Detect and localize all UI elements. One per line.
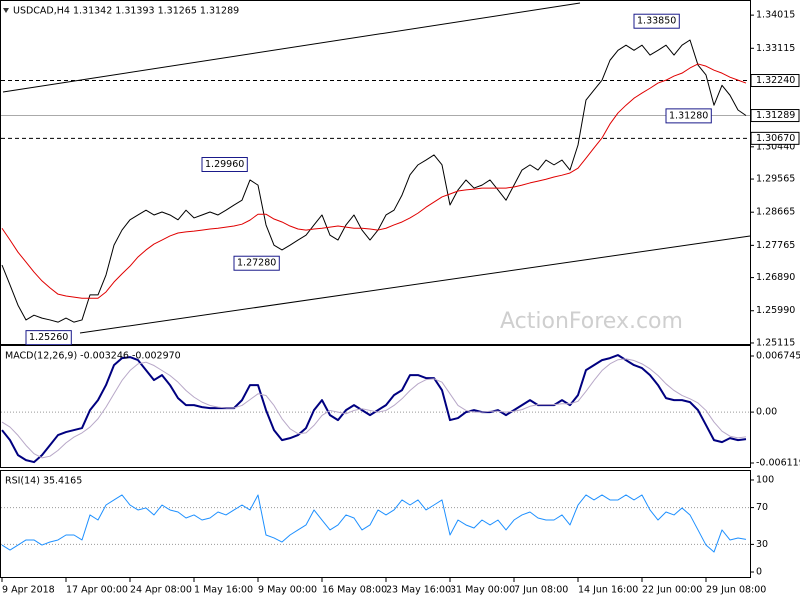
series-line [1, 354, 747, 464]
x-tick-label: 31 May 00:00 [450, 585, 515, 596]
y-tick-label: -0.006119 [756, 458, 800, 469]
panel-title: USDCAD,H4 1.31342 1.31393 1.31265 1.3128… [13, 6, 239, 17]
y-tick-label: 0 [756, 567, 762, 578]
y-tick-label: 1.27765 [756, 240, 795, 251]
series-line [1, 39, 747, 323]
series-line [1, 358, 747, 459]
level-box [750, 74, 800, 88]
y-tick-label: 0.006745 [756, 350, 800, 361]
last-price-label: 1.31289 [756, 110, 795, 121]
y-tick-label: 70 [756, 502, 768, 513]
y-tick-label: 1.29565 [756, 174, 795, 185]
y-tick-label: 1.26890 [756, 272, 795, 283]
panel-frame [0, 345, 751, 468]
annotation-label: 1.33850 [637, 16, 676, 27]
x-tick-label: 29 Jun 08:00 [706, 585, 766, 596]
y-tick-label: 1.34015 [756, 10, 795, 21]
series-line [1, 494, 747, 553]
x-tick-label: 9 Apr 2018 [2, 585, 55, 596]
level-box [750, 131, 800, 145]
panel-frame [0, 470, 751, 578]
annotation-box [201, 157, 248, 173]
x-tick-label: 22 Jun 00:00 [642, 585, 702, 596]
x-tick-label: 14 Jun 16:00 [578, 585, 638, 596]
trendline [79, 235, 751, 334]
x-tick-label: 1 May 16:00 [194, 585, 253, 596]
y-tick-label: 1.30440 [756, 141, 795, 152]
panel-frame [0, 0, 751, 345]
y-tick-label: 1.28665 [756, 207, 795, 218]
y-tick-label: 1.25990 [756, 305, 795, 316]
x-tick-label: 23 May 16:00 [386, 585, 451, 596]
x-tick-label: 16 May 08:00 [322, 585, 387, 596]
y-tick-label: 1.25115 [756, 337, 795, 348]
y-tick-label: 1.33115 [756, 43, 795, 54]
annotation-box [665, 108, 712, 124]
y-tick-label: 0.00 [756, 407, 777, 418]
x-tick-label: 17 Apr 00:00 [66, 585, 128, 596]
annotation-box [233, 255, 280, 271]
annotation-label: 1.25260 [29, 332, 68, 343]
series-line [1, 63, 747, 299]
level-label: 1.30670 [756, 133, 795, 144]
symbol-icon [3, 8, 9, 13]
annotation-box [25, 330, 72, 346]
annotation-box [633, 13, 680, 29]
trendline [2, 2, 581, 93]
last-price-box [750, 109, 800, 123]
panel-title: RSI(14) 35.4165 [5, 476, 82, 487]
annotation-label: 1.29960 [205, 159, 244, 170]
watermark: ActionForex.com [500, 309, 683, 334]
y-tick-label: 30 [756, 539, 768, 550]
y-tick-label: 100 [756, 474, 774, 485]
x-tick-label: 24 Apr 08:00 [130, 585, 192, 596]
level-label: 1.32240 [756, 75, 795, 86]
annotation-label: 1.27280 [237, 258, 276, 269]
x-tick-label: 9 May 00:00 [258, 585, 317, 596]
x-tick-label: 7 Jun 08:00 [514, 585, 568, 596]
panel-title: MACD(12,26,9) -0.003246 -0.002970 [5, 351, 181, 362]
annotation-label: 1.31280 [669, 110, 708, 121]
